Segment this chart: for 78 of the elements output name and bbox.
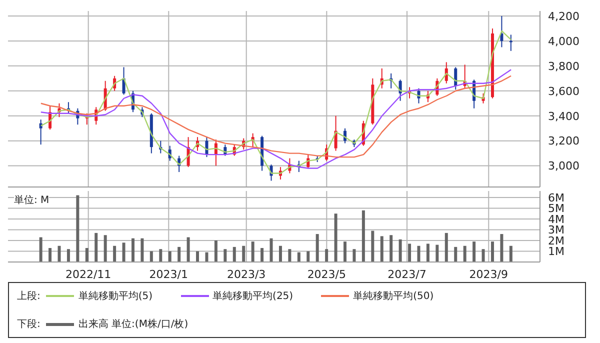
bar bbox=[472, 242, 476, 262]
y-tick-label: 4,200 bbox=[548, 10, 580, 23]
bar bbox=[214, 240, 218, 262]
bar bbox=[380, 236, 384, 262]
bar bbox=[150, 251, 153, 262]
bar bbox=[297, 252, 300, 262]
bar bbox=[463, 246, 466, 262]
y-tick-label: 3M bbox=[548, 224, 564, 237]
bar bbox=[288, 249, 292, 262]
bar bbox=[426, 244, 430, 262]
bar bbox=[344, 242, 346, 262]
legend-title: 下段: bbox=[17, 318, 40, 331]
bar bbox=[113, 246, 116, 262]
x-tick-label: 2023/9 bbox=[469, 268, 508, 281]
y-tick-label: 5M bbox=[548, 202, 564, 216]
bar bbox=[352, 249, 356, 262]
bar bbox=[39, 237, 42, 262]
bar bbox=[260, 248, 264, 262]
y-tick-label: 1M bbox=[548, 245, 564, 258]
bar bbox=[85, 248, 88, 262]
y-axis-title: 単位: M bbox=[14, 193, 50, 207]
bar bbox=[122, 242, 126, 262]
bar bbox=[186, 237, 190, 262]
bar bbox=[242, 246, 246, 262]
y-tick-label: 6M bbox=[548, 191, 564, 204]
legend-title: 上段: bbox=[17, 290, 40, 303]
bar bbox=[58, 246, 61, 262]
bar bbox=[196, 251, 200, 262]
bar bbox=[436, 244, 439, 262]
bar bbox=[325, 249, 328, 262]
bar bbox=[131, 238, 134, 262]
bar bbox=[444, 232, 448, 262]
y-tick-label: 3,200 bbox=[548, 134, 580, 148]
legend-label: 出来高 単位:(M株/口/枚) bbox=[78, 318, 188, 331]
x-tick-label: 2022/11 bbox=[65, 268, 112, 281]
y-tick-label: 3,400 bbox=[548, 110, 580, 123]
bar bbox=[224, 249, 227, 262]
bar bbox=[490, 242, 494, 262]
y-tick-label: 3,800 bbox=[548, 60, 580, 73]
bar bbox=[417, 246, 420, 262]
bar bbox=[334, 214, 338, 262]
x-tick-label: 2023/3 bbox=[226, 268, 266, 281]
bar bbox=[168, 251, 172, 262]
legend-label: 単純移動平均(5) bbox=[78, 290, 153, 303]
bar bbox=[454, 246, 458, 262]
y-tick-label: 3,000 bbox=[548, 160, 580, 173]
y-tick-label: 4,000 bbox=[548, 34, 580, 48]
bar bbox=[232, 246, 236, 262]
bar bbox=[390, 235, 393, 262]
y-tick-label: 2M bbox=[548, 234, 564, 248]
x-tick-label: 2023/1 bbox=[149, 268, 188, 281]
bar bbox=[482, 249, 485, 262]
bar bbox=[509, 246, 512, 262]
bar bbox=[371, 230, 374, 262]
y-tick-label: 3,600 bbox=[548, 84, 580, 98]
bar bbox=[306, 251, 310, 262]
bar bbox=[159, 249, 162, 262]
bar bbox=[270, 238, 273, 262]
y-tick-label: 4M bbox=[548, 212, 564, 226]
bar bbox=[362, 210, 365, 262]
bar bbox=[500, 234, 504, 262]
legend-label: 単純移動平均(50) bbox=[353, 290, 434, 303]
bar bbox=[140, 238, 144, 262]
bar bbox=[48, 248, 52, 262]
bar bbox=[205, 252, 208, 262]
x-tick-label: 2023/7 bbox=[388, 268, 426, 281]
bar bbox=[398, 239, 402, 262]
bar bbox=[104, 235, 107, 262]
bar bbox=[66, 249, 70, 262]
bar bbox=[94, 232, 98, 262]
bar bbox=[278, 246, 282, 262]
legend-label: 単純移動平均(25) bbox=[212, 290, 294, 303]
bar bbox=[76, 195, 80, 262]
bar bbox=[178, 246, 181, 262]
x-tick-label: 2023/5 bbox=[307, 268, 346, 281]
bar bbox=[408, 244, 412, 262]
bar bbox=[251, 242, 254, 262]
bar bbox=[316, 234, 319, 262]
